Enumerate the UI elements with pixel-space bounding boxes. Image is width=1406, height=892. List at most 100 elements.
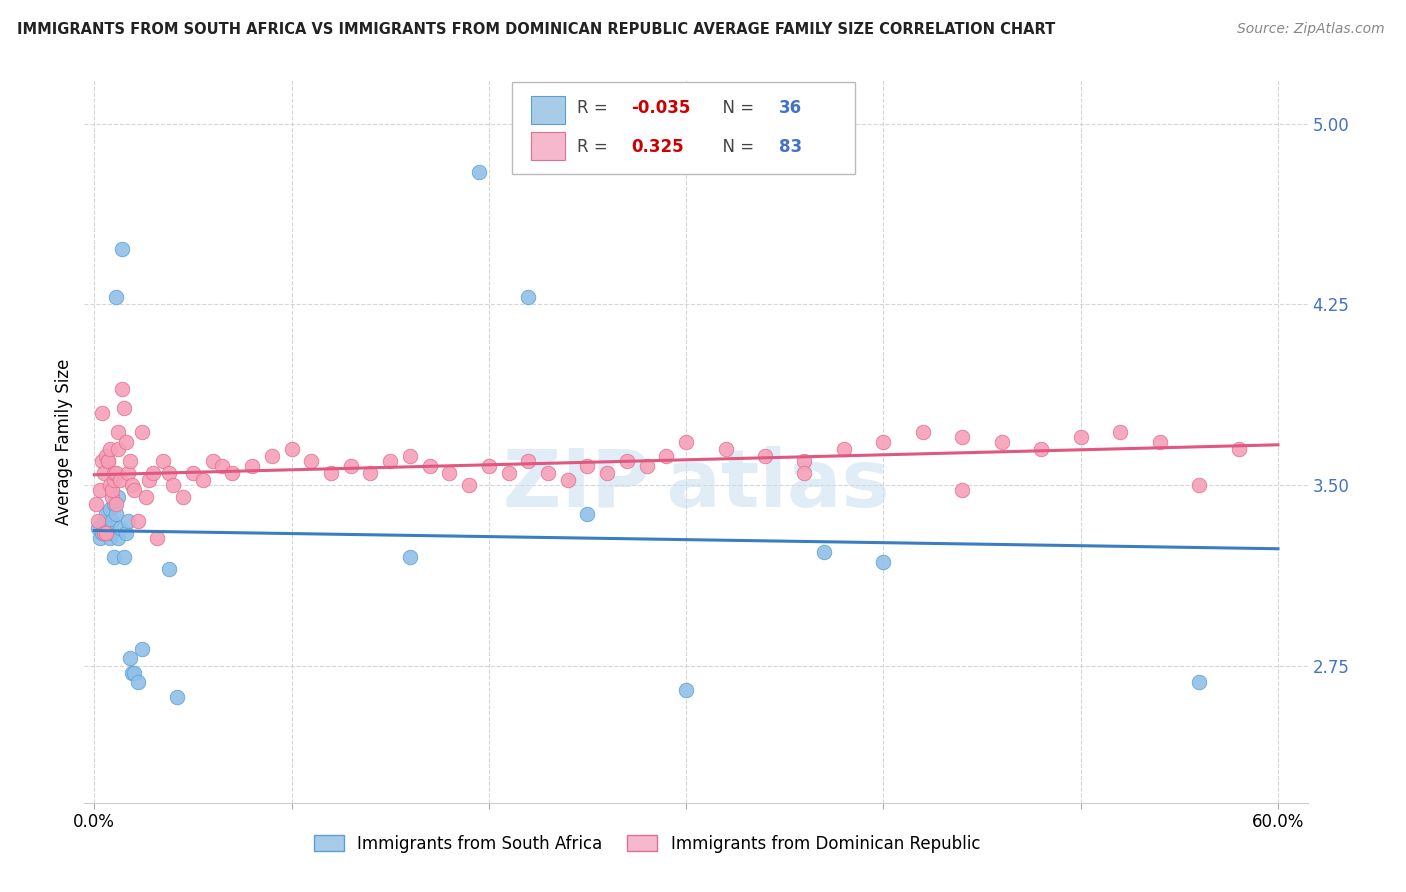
Point: [93, 466, 115, 480]
Point: [97, 521, 120, 535]
Point: [162, 478, 184, 492]
Point: [93, 526, 115, 541]
FancyBboxPatch shape: [531, 132, 565, 161]
Point: [299, 454, 322, 468]
Text: N =: N =: [711, 137, 759, 156]
Point: [576, 507, 599, 521]
Point: [152, 454, 174, 468]
Point: [94, 449, 117, 463]
Point: [478, 458, 501, 473]
Text: N =: N =: [711, 99, 759, 118]
Point: [98, 502, 121, 516]
Point: [157, 562, 180, 576]
Point: [813, 545, 835, 559]
Point: [135, 490, 157, 504]
Point: [517, 454, 540, 468]
Point: [181, 466, 204, 480]
Point: [117, 514, 139, 528]
Point: [87, 514, 110, 528]
Text: ZIP atlas: ZIP atlas: [503, 446, 889, 524]
Point: [1227, 442, 1250, 456]
Point: [101, 514, 124, 528]
Point: [191, 473, 214, 487]
Point: [104, 497, 127, 511]
Point: [118, 454, 141, 468]
Point: [950, 483, 973, 497]
Point: [419, 458, 441, 473]
Point: [596, 466, 619, 480]
Point: [319, 466, 342, 480]
Point: [89, 483, 111, 497]
Point: [104, 466, 127, 480]
Point: [166, 690, 188, 704]
Point: [97, 454, 120, 468]
Point: [114, 526, 136, 541]
Point: [201, 454, 224, 468]
Point: [114, 434, 136, 449]
Point: [101, 526, 124, 541]
Point: [498, 466, 520, 480]
Point: [439, 466, 461, 480]
Point: [399, 550, 422, 565]
Point: [793, 454, 815, 468]
Point: [103, 466, 125, 480]
Text: Source: ZipAtlas.com: Source: ZipAtlas.com: [1237, 22, 1385, 37]
Point: [103, 473, 125, 487]
Point: [537, 466, 560, 480]
FancyBboxPatch shape: [531, 95, 565, 124]
Point: [260, 449, 283, 463]
Point: [146, 531, 169, 545]
Point: [98, 531, 121, 545]
Point: [142, 466, 165, 480]
Point: [991, 434, 1014, 449]
Point: [714, 442, 737, 456]
Point: [1188, 478, 1211, 492]
Point: [107, 490, 129, 504]
Point: [872, 555, 894, 569]
Point: [91, 406, 114, 420]
Text: 83: 83: [779, 137, 803, 156]
Y-axis label: Average Family Size: Average Family Size: [55, 359, 73, 524]
Point: [399, 449, 422, 463]
Point: [1109, 425, 1132, 439]
Point: [911, 425, 934, 439]
Point: [157, 466, 180, 480]
Point: [94, 526, 117, 541]
Point: [89, 531, 111, 545]
Text: R =: R =: [578, 99, 613, 118]
Text: R =: R =: [578, 137, 613, 156]
Point: [675, 434, 697, 449]
Point: [793, 466, 815, 480]
Point: [131, 425, 153, 439]
Point: [87, 521, 110, 535]
Point: [104, 507, 127, 521]
Point: [458, 478, 481, 492]
Point: [557, 473, 579, 487]
Point: [107, 442, 129, 456]
Point: [240, 458, 263, 473]
Point: [121, 478, 143, 492]
Point: [94, 507, 117, 521]
Text: IMMIGRANTS FROM SOUTH AFRICA VS IMMIGRANTS FROM DOMINICAN REPUBLIC AVERAGE FAMIL: IMMIGRANTS FROM SOUTH AFRICA VS IMMIGRAN…: [17, 22, 1054, 37]
Point: [101, 490, 124, 504]
Point: [221, 466, 243, 480]
Point: [108, 473, 131, 487]
Point: [117, 466, 139, 480]
Point: [468, 165, 491, 179]
Point: [1031, 442, 1053, 456]
Point: [636, 458, 658, 473]
Point: [122, 665, 145, 680]
Point: [93, 514, 115, 528]
Text: 36: 36: [779, 99, 803, 118]
Point: [118, 651, 141, 665]
Point: [675, 682, 697, 697]
Point: [1149, 434, 1171, 449]
Point: [754, 449, 776, 463]
Point: [616, 454, 638, 468]
Point: [111, 382, 134, 396]
Point: [359, 466, 381, 480]
Point: [211, 458, 233, 473]
Point: [98, 478, 121, 492]
Point: [111, 242, 134, 256]
Point: [107, 531, 129, 545]
